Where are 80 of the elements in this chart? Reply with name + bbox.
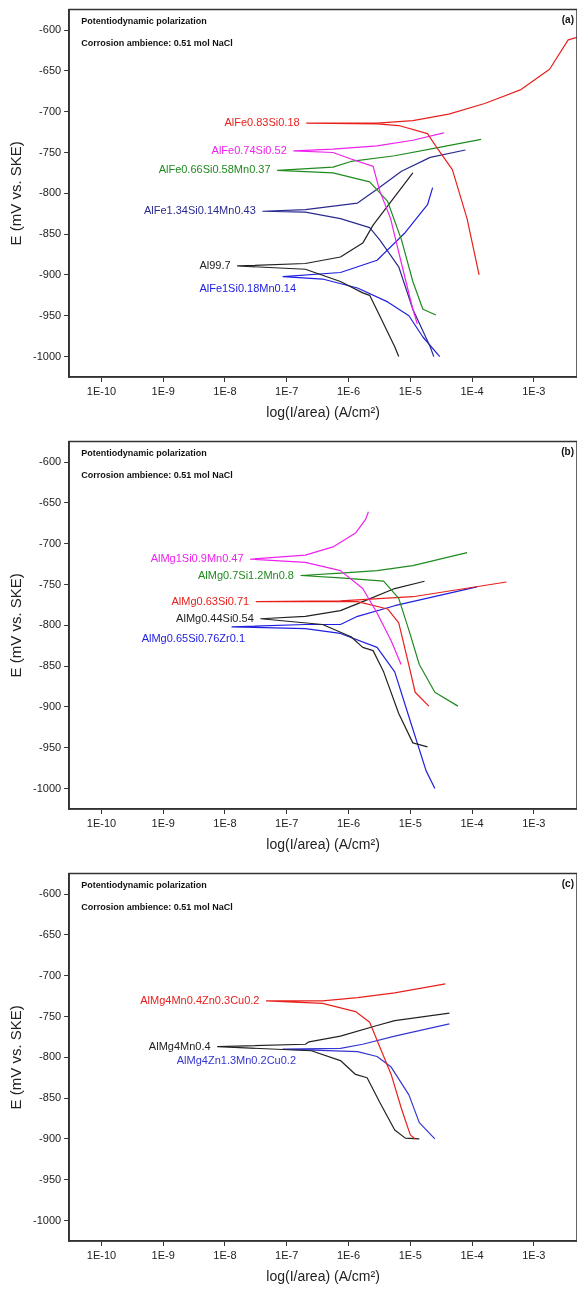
y-tick-label: -750: [39, 145, 62, 158]
x-tick-label: 1E-3: [522, 384, 546, 397]
series-label: AlFe0.74Si0.52: [211, 143, 287, 156]
series-label: AlFe0.66Si0.58Mn0.37: [158, 163, 271, 176]
y-tick-label: -750: [39, 577, 62, 590]
annotation: Corrosion ambience: 0.51 mol NaCl: [81, 469, 233, 480]
series-label: AlFe1.34Si0.14Mn0.43: [143, 204, 256, 217]
y-tick-label: -900: [39, 1131, 62, 1144]
y-tick-label: -800: [39, 1050, 62, 1063]
annotation: Potentiodynamic polarization: [81, 879, 207, 890]
x-tick-label: 1E-4: [460, 1248, 484, 1261]
x-axis-title: log(I/area) (A/cm²): [266, 836, 380, 853]
y-tick-label: -700: [39, 536, 62, 549]
series-label: AlMg4Mn0.4Zn0.3Cu0.2: [140, 994, 260, 1006]
y-tick-label: -650: [39, 495, 62, 508]
x-tick-label: 1E-9: [151, 384, 175, 397]
x-tick-label: 1E-9: [151, 1248, 175, 1261]
series-label: Al99.7: [199, 258, 231, 271]
y-tick-label: -1000: [32, 781, 62, 794]
annotation: Potentiodynamic polarization: [81, 447, 207, 458]
y-tick-label: -750: [39, 1009, 62, 1022]
x-tick-label: 1E-10: [86, 816, 117, 829]
y-tick-label: -850: [39, 227, 62, 240]
text: (a): [561, 14, 574, 26]
y-axis-title: E (mV vs. SKE): [7, 141, 25, 246]
y-tick-label: -600: [39, 455, 62, 468]
x-tick-label: 1E-4: [460, 816, 484, 829]
x-tick-label: 1E-3: [522, 1248, 546, 1261]
y-tick-label: -700: [39, 968, 62, 981]
x-tick-label: 1E-5: [398, 816, 422, 829]
x-tick-label: 1E-4: [460, 384, 484, 397]
y-axis-title: E (mV vs. SKE): [7, 573, 25, 678]
y-tick-label: -1000: [32, 1213, 62, 1226]
series-label: AlMg4Mn0.4: [148, 1039, 211, 1052]
y-tick-label: -900: [39, 267, 62, 280]
y-tick-label: -650: [39, 63, 62, 76]
y-tick-label: -950: [39, 1172, 62, 1185]
y-tick-label: -600: [39, 887, 62, 900]
y-tick-label: -900: [39, 699, 62, 712]
text: (c): [561, 878, 574, 890]
x-tick-label: 1E-5: [398, 384, 422, 397]
series-label: AlMg4Zn1.3Mn0.2Cu0.2: [176, 1054, 297, 1067]
x-tick-label: 1E-3: [522, 816, 546, 829]
series-label: AlMg0.44Si0.54: [176, 611, 254, 624]
x-tick-label: 1E-10: [86, 1248, 117, 1261]
text: (b): [561, 446, 574, 458]
y-tick-label: -700: [39, 104, 62, 117]
series-label: AlFe1Si0.18Mn0.14: [199, 281, 297, 294]
series-label: AlFe0.83Si0.18: [224, 116, 300, 129]
x-tick-label: 1E-8: [213, 384, 237, 397]
x-axis-title: log(I/area) (A/cm²): [266, 404, 380, 421]
x-tick-label: 1E-7: [275, 816, 299, 829]
series-label: AlMg0.63Si0.71: [171, 594, 250, 607]
x-tick-label: 1E-6: [336, 384, 361, 397]
x-tick-label: 1E-7: [275, 1248, 299, 1261]
x-tick-label: 1E-8: [213, 816, 237, 829]
x-tick-label: 1E-6: [336, 1248, 361, 1261]
annotation: Corrosion ambience: 0.51 mol NaCl: [81, 901, 233, 912]
y-tick-label: -950: [39, 740, 62, 753]
x-tick-label: 1E-6: [336, 816, 361, 829]
x-tick-label: 1E-5: [398, 1248, 422, 1261]
series-label: AlMg0.7Si1.2Mn0.8: [197, 568, 294, 581]
y-tick-label: -600: [39, 23, 62, 36]
annotation: Potentiodynamic polarization: [81, 15, 207, 26]
y-axis-title: E (mV vs. SKE): [7, 1005, 25, 1110]
y-tick-label: -800: [39, 186, 62, 199]
x-tick-label: 1E-7: [275, 384, 299, 397]
y-tick-label: -650: [39, 927, 62, 940]
y-tick-label: -950: [39, 308, 62, 321]
annotation: Corrosion ambience: 0.51 mol NaCl: [81, 37, 233, 48]
x-tick-label: 1E-8: [213, 1248, 237, 1261]
series-label: AlMg1Si0.9Mn0.47: [150, 552, 244, 565]
y-tick-label: -850: [39, 659, 62, 672]
series-label: AlMg0.65Si0.76Zr0.1: [141, 631, 246, 644]
y-tick-label: -850: [39, 1091, 62, 1104]
x-tick-label: 1E-10: [86, 384, 117, 397]
x-axis-title: log(I/area) (A/cm²): [266, 1268, 380, 1285]
y-tick-label: -1000: [32, 349, 62, 362]
y-tick-label: -800: [39, 618, 62, 631]
x-tick-label: 1E-9: [151, 816, 175, 829]
